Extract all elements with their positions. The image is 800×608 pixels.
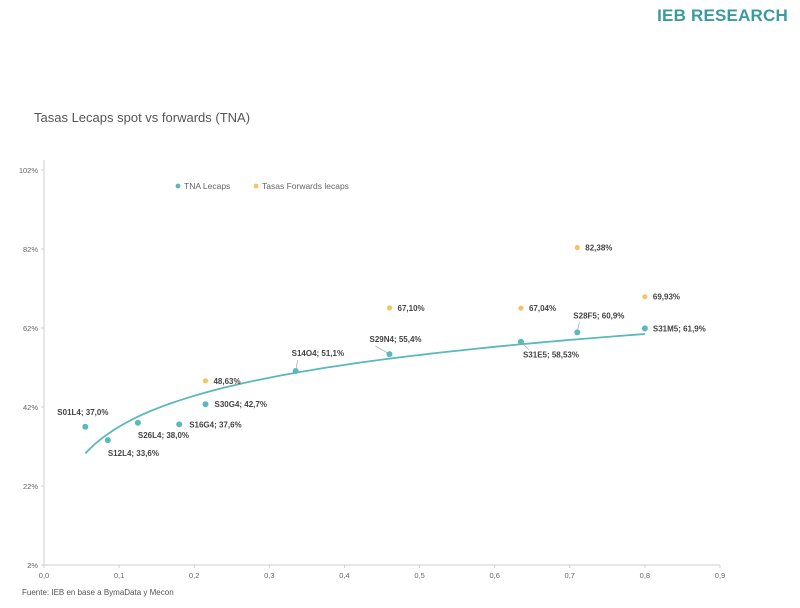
y-tick-label: 42% [23, 403, 38, 412]
trend-line [84, 333, 645, 454]
x-tick-label: 0,4 [339, 571, 349, 580]
spot-point [574, 329, 581, 336]
spot-point [292, 368, 299, 375]
x-tick-label: 0,1 [114, 571, 124, 580]
y-tick-label: 102% [19, 166, 39, 175]
spot-data-label: S12L4; 33,6% [108, 449, 159, 458]
spot-point [104, 437, 111, 444]
spot-data-label: S30G4; 42,7% [214, 400, 266, 409]
brand-logo-text: IEB RESEARCH [657, 6, 788, 25]
legend-label-forward: Tasas Forwards lecaps [262, 181, 349, 191]
x-tick-label: 0,2 [189, 571, 199, 580]
spot-point [386, 351, 393, 358]
forward-point [574, 244, 580, 251]
trend-layer [84, 333, 645, 454]
spot-data-label: S31E5; 58,53% [523, 351, 579, 360]
spot-point [82, 423, 89, 430]
legend-label-spot: TNA Lecaps [184, 181, 230, 191]
x-tick-label: 0,6 [489, 571, 499, 580]
y-tick-label: 82% [23, 245, 38, 254]
spot-data-label: S31M5; 61,9% [653, 324, 706, 333]
forward-data-label: 48,63% [213, 377, 240, 386]
spot-point [641, 325, 648, 332]
chart-title: Tasas Lecaps spot vs forwards (TNA) [34, 110, 251, 125]
forward-data-label: 69,93% [653, 293, 680, 302]
forward-point [386, 305, 393, 311]
spot-point [176, 421, 183, 428]
chart-axes: 2% 22% 42% 62% 82% 102% 0,0 0,1 0,2 0,3 0,4 0,5 0,6 0… [19, 160, 725, 580]
forward-point [202, 378, 209, 384]
forward-data-label: 67,10% [398, 304, 425, 313]
spot-data-label: S28F5; 60,9% [573, 311, 624, 320]
legend-swatch-spot [175, 183, 181, 189]
y-tick-label: 62% [23, 324, 38, 333]
spot-data-label: S29N4; 55,4% [370, 335, 422, 344]
spot-data-label: S14O4; 51,1% [292, 349, 344, 358]
spot-data-label: S26L4; 38,0% [138, 431, 189, 440]
spot-point [517, 338, 524, 345]
data-marks: S01L4; 37,0% S12L4; 33,6% S26L4; 38,0%S16G… [57, 243, 705, 458]
forward-data-label: 82,38% [585, 243, 612, 252]
x-tick-label: 0,7 [565, 571, 575, 580]
x-tick-label: 0,3 [264, 571, 274, 580]
x-tick-label: 0,0 [39, 571, 49, 580]
spot-point [134, 419, 141, 426]
legend-swatch-forward [253, 183, 259, 189]
forward-point [642, 294, 648, 300]
forward-point [518, 305, 524, 311]
forward-data-label: 67,04% [529, 304, 556, 313]
chart-legend: TNA Lecaps Tasas Forwards lecaps [175, 181, 349, 191]
spot-point [202, 401, 209, 408]
y-tick-label: 2% [27, 561, 38, 570]
spot-data-label: S16G4; 37,6% [189, 420, 241, 429]
x-tick-label: 0,5 [414, 571, 424, 580]
y-tick-label: 22% [23, 482, 38, 491]
source-note: Fuente: IEB en base a BymaData y Mecon [22, 588, 174, 597]
x-tick-label: 0,9 [715, 571, 725, 580]
spot-data-label: S01L4; 37,0% [57, 408, 108, 417]
x-tick-label: 0,8 [640, 571, 650, 580]
